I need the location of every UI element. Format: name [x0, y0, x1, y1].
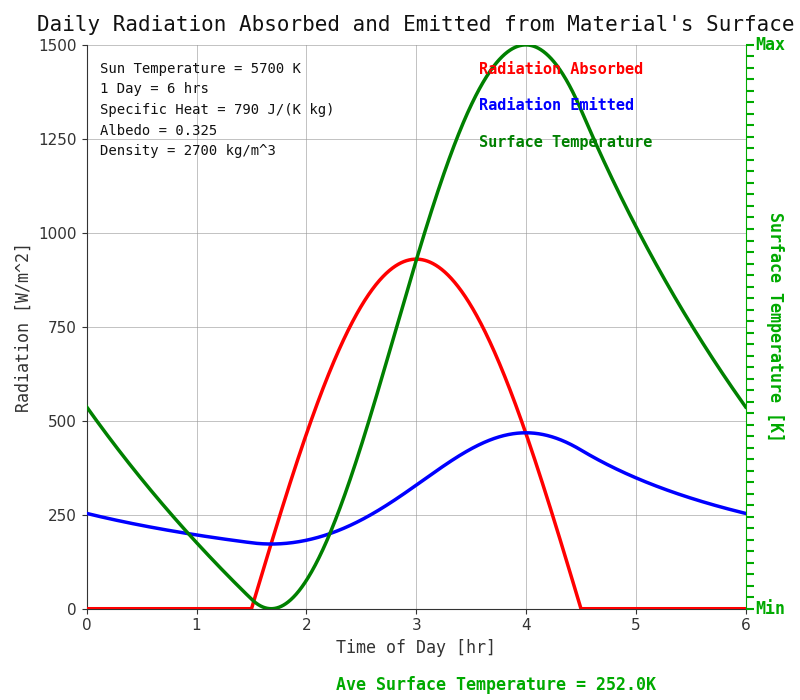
Y-axis label: Surface Temperature [K]: Surface Temperature [K]	[766, 212, 784, 442]
X-axis label: Time of Day [hr]: Time of Day [hr]	[336, 639, 496, 657]
Text: Sun Temperature = 5700 K
1 Day = 6 hrs
Specific Heat = 790 J/(K kg)
Albedo = 0.3: Sun Temperature = 5700 K 1 Day = 6 hrs S…	[100, 62, 334, 158]
Text: Min: Min	[755, 600, 786, 617]
Y-axis label: Radiation [W/m^2]: Radiation [W/m^2]	[15, 241, 33, 412]
Text: Surface Temperature: Surface Temperature	[479, 135, 652, 150]
Text: Radiation Absorbed: Radiation Absorbed	[479, 62, 643, 77]
Text: Max: Max	[755, 36, 786, 54]
Text: Ave Surface Temperature = 252.0K: Ave Surface Temperature = 252.0K	[336, 676, 656, 694]
Title: Daily Radiation Absorbed and Emitted from Material's Surface: Daily Radiation Absorbed and Emitted fro…	[38, 15, 795, 35]
Text: Radiation Emitted: Radiation Emitted	[479, 99, 634, 113]
